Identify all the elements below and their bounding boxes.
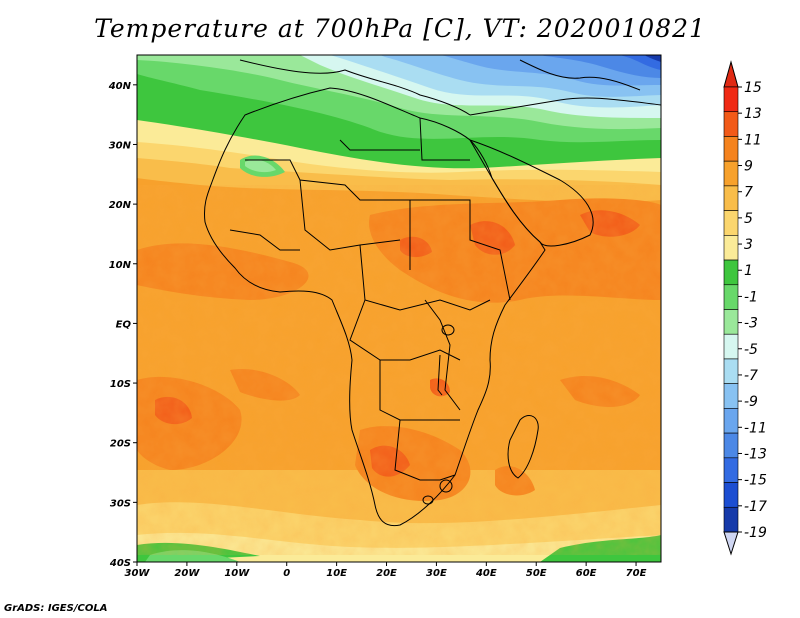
coastlines-borders bbox=[204, 59, 661, 527]
colorbar-swatch bbox=[723, 482, 739, 508]
colorbar-label: -5 bbox=[744, 342, 758, 358]
colorbar-label: 3 bbox=[744, 237, 753, 253]
colorbar-label: 9 bbox=[744, 159, 753, 175]
colorbar-swatch bbox=[723, 86, 739, 113]
colorbar-label: 1 bbox=[744, 263, 753, 279]
colorbar-swatch bbox=[723, 136, 739, 162]
colorbar-swatch bbox=[723, 185, 739, 211]
y-tick-label: 10N bbox=[109, 260, 132, 271]
x-tick-label: 20E bbox=[376, 568, 397, 579]
y-tick-label: 30N bbox=[109, 140, 132, 151]
x-tick-label: 50E bbox=[526, 568, 547, 579]
y-tick-label: 20N bbox=[109, 200, 132, 211]
x-tick-label: 60E bbox=[576, 568, 597, 579]
colorbar-swatch bbox=[723, 160, 739, 187]
y-tick-label: 20S bbox=[110, 439, 131, 450]
temperature-field bbox=[137, 55, 661, 562]
colorbar-swatch bbox=[723, 111, 739, 137]
colorbar-swatch bbox=[723, 309, 739, 335]
x-tick-label: 30W bbox=[125, 568, 151, 579]
map-title: Temperature at 700hPa [C], VT: 202001082… bbox=[94, 14, 706, 43]
colorbar-swatch bbox=[723, 333, 739, 360]
colorbar-label: -19 bbox=[744, 525, 767, 541]
colorbar-swatch bbox=[723, 457, 739, 483]
colorbar-swatch bbox=[723, 432, 739, 459]
grads-credit: GrADS: IGES/COLA bbox=[4, 603, 108, 614]
colorbar-label: 13 bbox=[744, 106, 762, 122]
colorbar-bottom-arrow bbox=[723, 531, 739, 556]
longitude-axis: 30W 20W 10W 0 10E 20E 30E 40E 50E 60E 70E bbox=[125, 562, 647, 579]
colorbar-swatch bbox=[723, 235, 739, 261]
colorbar-label: -9 bbox=[744, 394, 758, 410]
colorbar-label: 11 bbox=[744, 132, 762, 148]
x-tick-label: 10W bbox=[224, 568, 250, 579]
x-tick-label: 0 bbox=[283, 568, 290, 579]
colorbar-label: 7 bbox=[744, 185, 753, 201]
y-tick-label: 40N bbox=[108, 81, 132, 92]
colorbar-label: -1 bbox=[744, 289, 758, 305]
colorbar-swatch bbox=[723, 506, 739, 533]
colorbar-label: -7 bbox=[744, 368, 758, 384]
y-tick-label: EQ bbox=[116, 319, 132, 330]
x-tick-label: 40E bbox=[475, 568, 497, 579]
colorbar-label: 15 bbox=[744, 80, 762, 96]
colorbar-swatch bbox=[723, 259, 739, 286]
colorbar-top-arrow bbox=[723, 60, 739, 88]
plot-frame bbox=[136, 54, 662, 563]
colorbar-label: -11 bbox=[744, 420, 767, 436]
x-tick-label: 10E bbox=[326, 568, 347, 579]
x-tick-label: 20W bbox=[174, 568, 200, 579]
colorbar-label: -17 bbox=[744, 499, 767, 515]
colorbar: 15 13 11 9 7 5 3 1 -1 -3 -5 -7 -9 -11 -13 -15 -17 -19 bbox=[723, 60, 767, 556]
colorbar-label: -15 bbox=[744, 473, 767, 489]
colorbar-label: 5 bbox=[744, 211, 753, 227]
y-tick-label: 10S bbox=[110, 379, 131, 390]
colorbar-swatch bbox=[723, 210, 739, 236]
x-tick-label: 30E bbox=[426, 568, 447, 579]
colorbar-label: -3 bbox=[744, 316, 758, 332]
y-tick-label: 40S bbox=[109, 558, 131, 569]
x-tick-label: 70E bbox=[626, 568, 647, 579]
colorbar-swatch bbox=[723, 383, 739, 409]
y-tick-label: 30S bbox=[110, 498, 131, 509]
colorbar-swatch bbox=[723, 284, 739, 310]
colorbar-swatch bbox=[723, 408, 739, 434]
colorbar-swatch bbox=[723, 358, 739, 384]
latitude-axis: 40N 30N 20N 10N EQ 10S 20S 30S 40S bbox=[108, 81, 137, 569]
colorbar-label: -13 bbox=[744, 446, 767, 462]
